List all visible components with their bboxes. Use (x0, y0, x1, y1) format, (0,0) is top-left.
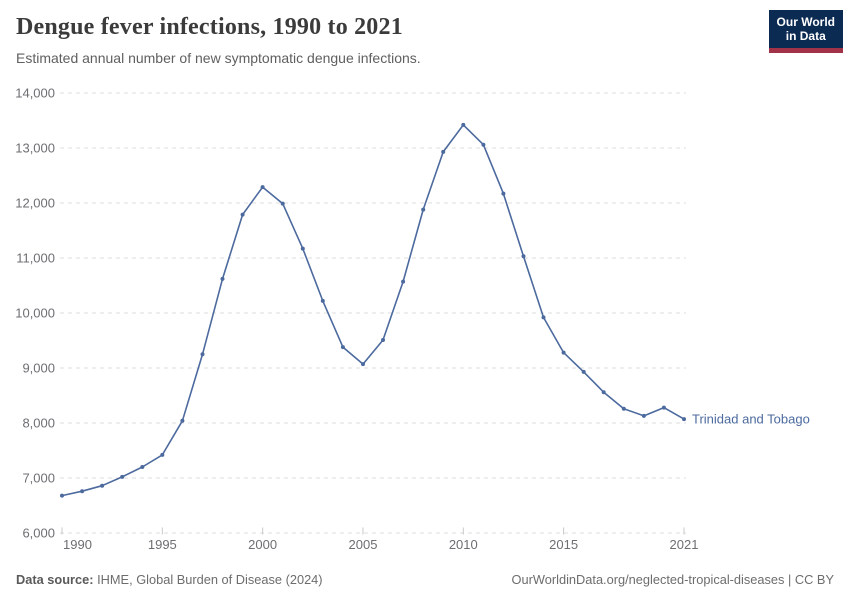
data-point-marker (340, 345, 345, 350)
data-point-marker (661, 405, 666, 410)
y-axis-tick-label: 7,000 (22, 471, 55, 486)
data-source: Data source: IHME, Global Burden of Dise… (16, 572, 323, 587)
data-point-marker (621, 406, 626, 411)
data-point-marker (160, 452, 165, 457)
data-point-marker (641, 413, 646, 418)
x-axis-tick-label: 2005 (349, 537, 378, 552)
x-axis-tick-label: 2000 (248, 537, 277, 552)
series-label: Trinidad and Tobago (692, 412, 810, 427)
owid-logo: Our World in Data (768, 10, 843, 53)
trend-line (61, 124, 685, 497)
owid-logo-line2: in Data (785, 29, 826, 44)
data-point-marker (441, 149, 446, 154)
y-axis-tick-label: 8,000 (22, 416, 55, 431)
data-point-marker (421, 207, 426, 212)
data-point-marker (180, 418, 185, 423)
data-point-marker (561, 350, 566, 355)
y-axis-tick-label: 6,000 (22, 526, 55, 541)
data-point-marker (682, 417, 686, 422)
data-point-marker (401, 279, 406, 284)
data-point-marker (300, 246, 305, 251)
data-point-marker (381, 338, 385, 342)
data-point-marker (240, 212, 245, 217)
data-point-marker (220, 276, 225, 281)
data-point-marker (361, 362, 365, 367)
data-point-marker (280, 201, 285, 206)
y-axis-tick-label: 10,000 (15, 306, 55, 321)
y-axis-tick-label: 11,000 (16, 251, 55, 266)
data-point-marker (120, 474, 125, 479)
data-point-marker (601, 390, 606, 395)
y-axis-tick-label: 12,000 (15, 196, 55, 211)
data-point-marker (521, 254, 526, 259)
data-point-marker (80, 489, 85, 494)
page-subtitle: Estimated annual number of new symptomat… (16, 50, 421, 66)
data-point-marker (581, 369, 586, 374)
data-point-marker (481, 142, 486, 147)
data-source-text: IHME, Global Burden of Disease (2024) (93, 572, 323, 587)
data-point-marker (100, 483, 105, 488)
data-point-marker (260, 185, 265, 190)
data-source-label: Data source: (16, 572, 94, 587)
chart-header: Dengue fever infections, 1990 to 2021 Es… (16, 14, 756, 66)
data-point-marker (320, 298, 325, 303)
y-axis-tick-label: 14,000 (15, 86, 55, 101)
x-axis-tick-label: 2015 (549, 537, 578, 552)
y-axis-tick-label: 13,000 (15, 141, 55, 156)
x-axis-tick-label: 2021 (670, 537, 699, 552)
x-axis-tick-label: 1990 (63, 537, 92, 552)
data-point-marker (461, 122, 466, 127)
x-axis-tick-label: 2010 (449, 537, 478, 552)
page-title: Dengue fever infections, 1990 to 2021 (16, 14, 403, 40)
credit-link[interactable]: OurWorldinData.org/neglected-tropical-di… (511, 572, 834, 587)
data-point-marker (501, 191, 506, 196)
data-point-marker (140, 465, 145, 469)
owid-logo-line1: Our World (776, 15, 835, 29)
chart-footer: Data source: IHME, Global Burden of Dise… (16, 572, 834, 587)
y-axis-tick-label: 9,000 (22, 361, 55, 376)
data-point-marker (541, 315, 546, 320)
data-point-marker (60, 493, 64, 498)
x-axis-tick-label: 1995 (148, 537, 177, 552)
data-point-marker (200, 352, 205, 357)
